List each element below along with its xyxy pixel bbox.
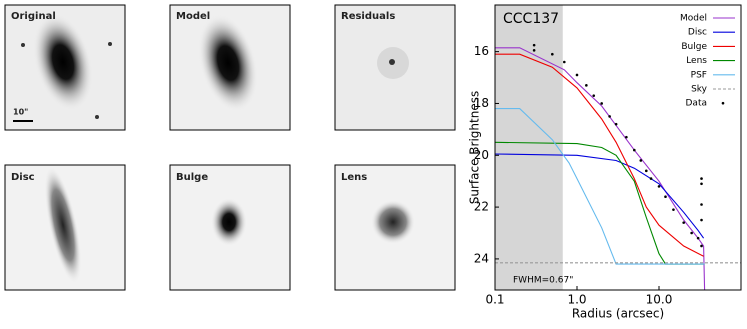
- series-line: [495, 108, 705, 265]
- panel-label: Model: [176, 11, 210, 22]
- data-point: [700, 244, 703, 248]
- data-point: [700, 218, 703, 222]
- y-tick-label: 24: [474, 251, 489, 265]
- data-point: [649, 177, 653, 180]
- x-tick-label: 10.0: [646, 293, 673, 307]
- data-point: [585, 84, 588, 87]
- data-point: [625, 135, 628, 139]
- data-point: [532, 49, 536, 52]
- data-point: [700, 177, 703, 180]
- data-point: [664, 195, 667, 199]
- series-line: [495, 53, 704, 257]
- plot-frame: [494, 4, 742, 291]
- data-point: [690, 231, 693, 235]
- data-point: [696, 236, 700, 240]
- panel-label: Original: [11, 11, 56, 22]
- y-tick-label: 18: [474, 96, 489, 110]
- data-point: [614, 122, 618, 126]
- y-axis-label: Surface Brightness: [468, 91, 482, 204]
- star: [21, 43, 25, 47]
- data-point: [682, 221, 685, 224]
- panel-label: Disc: [11, 172, 35, 183]
- data-point: [532, 43, 536, 47]
- scale-label: 10": [13, 108, 28, 117]
- data-point: [575, 73, 579, 77]
- data-point: [639, 159, 643, 162]
- legend-label: Data: [686, 99, 708, 109]
- panel-label: Residuals: [341, 11, 395, 22]
- star: [108, 42, 112, 46]
- data-point: [592, 94, 596, 97]
- data-point: [657, 185, 661, 188]
- data-point: [700, 203, 703, 206]
- legend-label: PSF: [691, 70, 707, 80]
- series-line: [494, 153, 705, 239]
- residual: [389, 59, 395, 65]
- legend-label: Sky: [691, 85, 708, 95]
- legend-label: Lens: [686, 56, 707, 66]
- data-point: [608, 115, 611, 118]
- legend-marker: [721, 101, 725, 105]
- galaxy: [33, 13, 93, 111]
- data-point: [672, 208, 675, 211]
- legend-label: Disc: [688, 28, 707, 38]
- data-point: [633, 148, 636, 152]
- y-tick-label: 22: [474, 200, 489, 214]
- series-line: [494, 141, 705, 265]
- chart-title: CCC137: [503, 11, 559, 27]
- galaxy: [371, 200, 415, 244]
- data-point: [562, 60, 566, 64]
- galaxy: [198, 14, 258, 112]
- y-tick-label: 20: [474, 148, 489, 162]
- panel-label: Bulge: [176, 172, 208, 183]
- annotation: FWHM=0.67": [513, 276, 573, 286]
- panel-label: Lens: [341, 172, 367, 183]
- legend-label: Bulge: [681, 42, 707, 52]
- image-panels: 10" Original Model Residuals Disc Bulge …: [4, 4, 456, 291]
- legend-label: Model: [680, 14, 707, 24]
- data-point: [551, 52, 554, 56]
- data-point: [700, 182, 703, 186]
- x-tick-label: 0.1: [485, 293, 504, 307]
- data-point: [600, 102, 603, 105]
- x-tick-label: 1.0: [567, 293, 586, 307]
- y-tick-label: 16: [474, 44, 489, 58]
- profile-chart: 16 18 20 22 24 0.1 1.0 10.0 CCC137 FWHM=0.67" Radi…: [468, 4, 742, 321]
- star: [95, 115, 99, 119]
- data-point: [644, 169, 648, 173]
- galaxy: [44, 166, 82, 284]
- x-axis-label: Radius (arcsec): [572, 307, 664, 321]
- galaxy: [211, 198, 247, 246]
